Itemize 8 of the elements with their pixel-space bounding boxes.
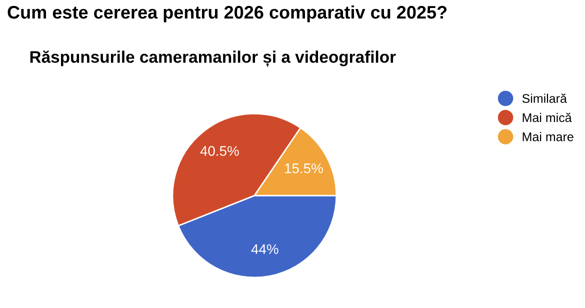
data-label: 15.5% <box>285 163 323 174</box>
legend-label: Mai mică <box>522 112 572 122</box>
data-label: 44% <box>251 244 278 254</box>
legend-label: Mai mare <box>522 132 574 142</box>
legend-label: Similară <box>522 94 567 103</box>
chart-title: Cum este cererea pentru 2026 comparativ cu 2025? <box>8 5 447 22</box>
data-label: 40.5% <box>200 146 239 156</box>
chart-subtitle: Răspunsurile cameramanilor și a videografilor <box>30 50 396 67</box>
